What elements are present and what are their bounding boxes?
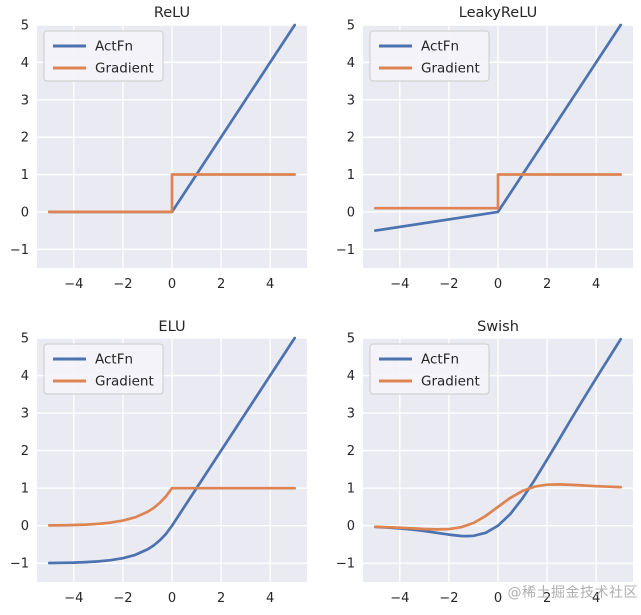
y-tick-label: 4 [21, 369, 29, 384]
legend-label: Gradient [95, 61, 154, 77]
x-tick-label: −4 [64, 277, 83, 292]
legend-label: ActFn [95, 39, 133, 55]
y-tick-label: 2 [347, 131, 355, 146]
x-tick-label: 0 [494, 277, 502, 292]
y-tick-label: −1 [10, 557, 29, 572]
y-tick-label: 2 [21, 444, 29, 459]
y-tick-label: 3 [21, 407, 29, 422]
x-tick-label: 2 [217, 591, 225, 606]
y-tick-label: 3 [347, 407, 355, 422]
y-tick-label: −1 [10, 243, 29, 258]
series-line-actfn [47, 336, 297, 565]
subplot-elu: −1 0 1 2 3 4 5 −4 −2 0 2 4 ELU ActFn Gradient [10, 319, 307, 606]
y-tick-label: −1 [336, 243, 355, 258]
x-tick-label: 4 [592, 591, 600, 606]
legend-label: Gradient [95, 374, 154, 390]
y-tick-label: 3 [347, 93, 355, 108]
x-tick-label: 0 [168, 277, 176, 292]
y-tick-label: 5 [21, 332, 29, 347]
y-tick-label: 0 [21, 205, 29, 220]
y-tick-label: 4 [347, 369, 355, 384]
legend-label: Gradient [421, 61, 480, 77]
series-line-actfn [373, 23, 623, 232]
y-tick-label: 5 [21, 19, 29, 34]
legend-label: ActFn [95, 352, 133, 368]
x-tick-label: −2 [439, 277, 458, 292]
subplot-relu: −1 0 1 2 3 4 5 −4 −2 0 2 4 ReLU ActFn Gradient [10, 5, 307, 292]
x-tick-label: 4 [592, 277, 600, 292]
subplot-leakyrelu: −1 0 1 2 3 4 5 −4 −2 0 2 4 LeakyReLU ActFn Gradient [336, 5, 633, 292]
y-tick-label: 5 [347, 19, 355, 34]
y-tick-label: −1 [336, 557, 355, 572]
y-tick-label: 3 [21, 93, 29, 108]
legend: ActFn Gradient [369, 30, 490, 82]
y-tick-label: 5 [347, 332, 355, 347]
x-tick-label: 4 [266, 591, 274, 606]
x-tick-label: 2 [543, 591, 551, 606]
x-tick-label: −2 [113, 591, 132, 606]
subplot-title: LeakyReLU [459, 5, 537, 21]
x-tick-label: 0 [168, 591, 176, 606]
y-tick-label: 1 [347, 168, 355, 183]
x-tick-label: 2 [543, 277, 551, 292]
series-line-gradient [47, 173, 297, 214]
y-tick-label: 2 [21, 131, 29, 146]
y-tick-label: 4 [21, 56, 29, 71]
legend: ActFn Gradient [43, 30, 164, 82]
legend: ActFn Gradient [369, 343, 490, 395]
series-line-gradient [373, 483, 623, 531]
subplot-swish: −1 0 1 2 3 4 5 −4 −2 0 2 4 Swish ActFn Gradient [336, 319, 633, 606]
subplot-title: Swish [477, 319, 519, 335]
y-tick-label: 1 [347, 482, 355, 497]
x-tick-label: −4 [390, 591, 409, 606]
y-tick-label: 0 [347, 205, 355, 220]
y-tick-label: 1 [21, 168, 29, 183]
legend-label: ActFn [421, 352, 459, 368]
y-tick-label: 4 [347, 56, 355, 71]
series-line-gradient [47, 486, 297, 527]
subplot-title: ELU [158, 319, 185, 335]
x-tick-label: 4 [266, 277, 274, 292]
x-tick-label: −4 [390, 277, 409, 292]
x-tick-label: −2 [113, 277, 132, 292]
legend-label: Gradient [421, 374, 480, 390]
subplot-title: ReLU [154, 5, 190, 21]
legend: ActFn Gradient [43, 343, 164, 395]
y-tick-label: 1 [21, 482, 29, 497]
x-tick-label: −4 [64, 591, 83, 606]
legend-label: ActFn [421, 39, 459, 55]
series-line-gradient [373, 173, 623, 210]
y-tick-label: 0 [347, 519, 355, 534]
y-tick-label: 0 [21, 519, 29, 534]
x-tick-label: 2 [217, 277, 225, 292]
x-tick-label: −2 [439, 591, 458, 606]
x-tick-label: 0 [494, 591, 502, 606]
series-line-actfn [373, 337, 623, 538]
y-tick-label: 2 [347, 444, 355, 459]
